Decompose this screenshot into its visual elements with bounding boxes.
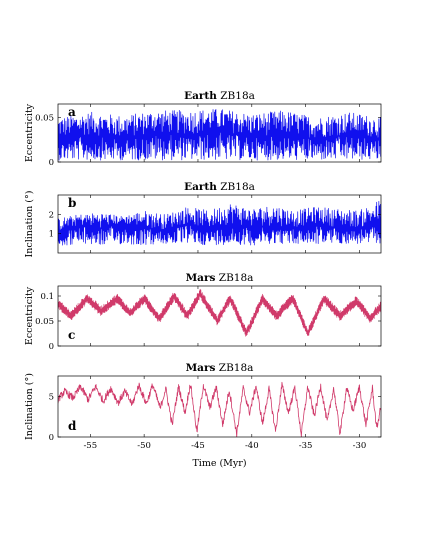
y-tick-label: 0.1 bbox=[40, 292, 54, 302]
x-tick-label: -55 bbox=[83, 441, 97, 451]
x-axis-label: Time (Myr) bbox=[192, 458, 246, 469]
series-line bbox=[58, 288, 381, 337]
x-tick-label: -35 bbox=[299, 441, 313, 451]
panel-c: Mars ZB18a 0 0.05 0.1 Eccentricity c bbox=[24, 272, 382, 352]
x-tick-label: -30 bbox=[353, 441, 367, 451]
x-tick-label: -50 bbox=[137, 441, 151, 451]
series-line bbox=[58, 381, 381, 437]
panel-title-bold: Earth bbox=[184, 90, 217, 102]
panel-b: Earth ZB18a 1 2 Inclination (°) b bbox=[24, 181, 382, 258]
panel-title-rest: ZB18a bbox=[215, 362, 253, 374]
axes-box bbox=[57, 285, 382, 347]
x-tick-label: -40 bbox=[245, 441, 259, 451]
panel-title-bold: Mars bbox=[186, 362, 216, 374]
x-tick-label: -45 bbox=[191, 441, 205, 451]
series-b bbox=[58, 200, 381, 246]
panel-title-rest: ZB18a bbox=[215, 272, 253, 284]
panel-title: Earth ZB18a bbox=[184, 90, 255, 102]
panel-title-bold: Earth bbox=[184, 181, 217, 193]
panel-title: Mars ZB18a bbox=[186, 272, 254, 284]
panel-letter: d bbox=[68, 419, 77, 433]
y-axis-label: Inclination (°) bbox=[24, 373, 35, 440]
panel-title-rest: ZB18a bbox=[217, 181, 255, 193]
y-tick-label: 0 bbox=[49, 433, 54, 443]
series-c bbox=[58, 288, 381, 337]
panel-letter: b bbox=[68, 196, 76, 210]
axes-box bbox=[57, 194, 382, 254]
panel-d: Mars ZB18a 0 5 -55 -50 -45 -40 -35 -30 Inclinatio… bbox=[24, 362, 382, 451]
y-axis-label: Eccentricity bbox=[24, 103, 35, 162]
panel-title-rest: ZB18a bbox=[217, 90, 255, 102]
y-tick-label: 0.05 bbox=[35, 317, 54, 327]
panel-title: Mars ZB18a bbox=[186, 362, 254, 374]
axes-box bbox=[57, 103, 382, 163]
y-tick-label: 5 bbox=[49, 392, 54, 402]
panel-letter: c bbox=[68, 328, 75, 342]
panel-letter: a bbox=[68, 105, 76, 119]
axes-box bbox=[57, 375, 382, 438]
panel-title-bold: Mars bbox=[186, 272, 216, 284]
y-tick-label: 0.05 bbox=[35, 113, 54, 123]
series-line bbox=[58, 200, 381, 246]
series-d bbox=[58, 381, 381, 437]
y-tick-label: 0 bbox=[49, 342, 54, 352]
panel-title: Earth ZB18a bbox=[184, 181, 255, 193]
series-line bbox=[58, 109, 381, 161]
y-axis-label: Eccentricity bbox=[24, 286, 35, 345]
y-axis-label: Inclination (°) bbox=[24, 191, 35, 258]
y-tick-label: 2 bbox=[49, 210, 54, 220]
y-tick-label: 0 bbox=[49, 158, 54, 168]
series-a bbox=[58, 109, 381, 161]
y-tick-label: 1 bbox=[49, 230, 54, 240]
